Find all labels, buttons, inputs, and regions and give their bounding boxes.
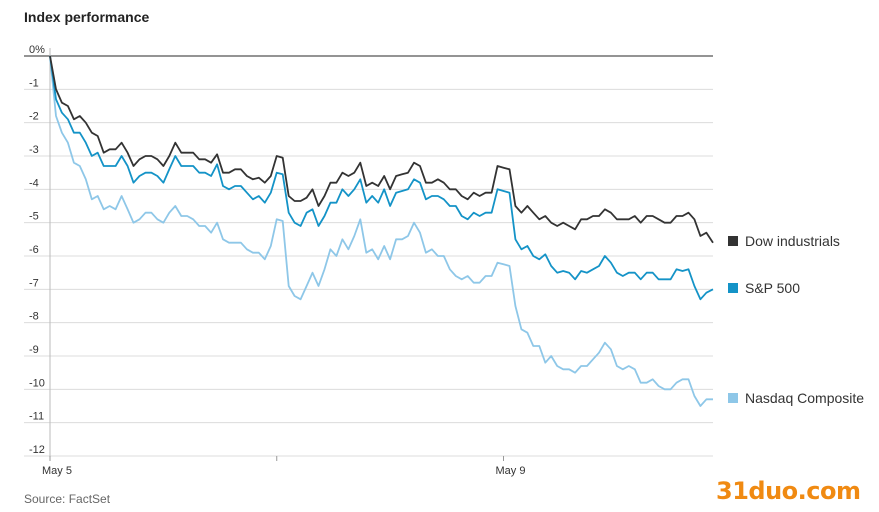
- legend-label: S&P 500: [745, 280, 800, 296]
- x-tick-label: May 5: [42, 465, 72, 477]
- series-line-dow-industrials: [49, 55, 714, 244]
- legend: Dow industrials S&P 500 Nasdaq Composite: [728, 233, 864, 406]
- y-tick-label: -1: [29, 77, 39, 89]
- legend-swatch: [728, 236, 738, 246]
- y-tick-label: -4: [29, 177, 39, 189]
- legend-swatch: [728, 283, 738, 293]
- legend-swatch: [728, 393, 738, 403]
- y-tick-label: -2: [29, 111, 39, 123]
- chart-title: Index performance: [24, 9, 150, 25]
- watermark-logo: 31duo.com: [716, 477, 861, 505]
- y-tick-label: -8: [29, 311, 39, 323]
- y-tick-label: -6: [29, 244, 39, 256]
- y-tick-label: -3: [29, 144, 39, 156]
- source-note: Source: FactSet: [24, 492, 111, 506]
- series-lines: [49, 55, 714, 407]
- y-tick-label: -7: [29, 277, 39, 289]
- grid-lines: [24, 48, 713, 457]
- y-tick-label: -5: [29, 211, 39, 223]
- y-tick-label: -9: [29, 344, 39, 356]
- y-tick-label: -12: [29, 444, 45, 456]
- series-line-s-p-500: [49, 55, 714, 301]
- x-tick-label: May 9: [495, 465, 525, 477]
- y-tick-label: -11: [29, 411, 44, 423]
- y-axis-ticks: 0% -1 -2 -3 -4 -5 -6 -7 -8 -9 -10 -11 -12: [29, 44, 45, 456]
- series-line-nasdaq-composite: [49, 55, 713, 407]
- y-tick-label: 0%: [29, 44, 45, 56]
- legend-label: Nasdaq Composite: [745, 390, 864, 406]
- x-axis: May 5 May 9: [42, 456, 525, 477]
- legend-label: Dow industrials: [745, 233, 840, 249]
- y-tick-label: -10: [29, 377, 45, 389]
